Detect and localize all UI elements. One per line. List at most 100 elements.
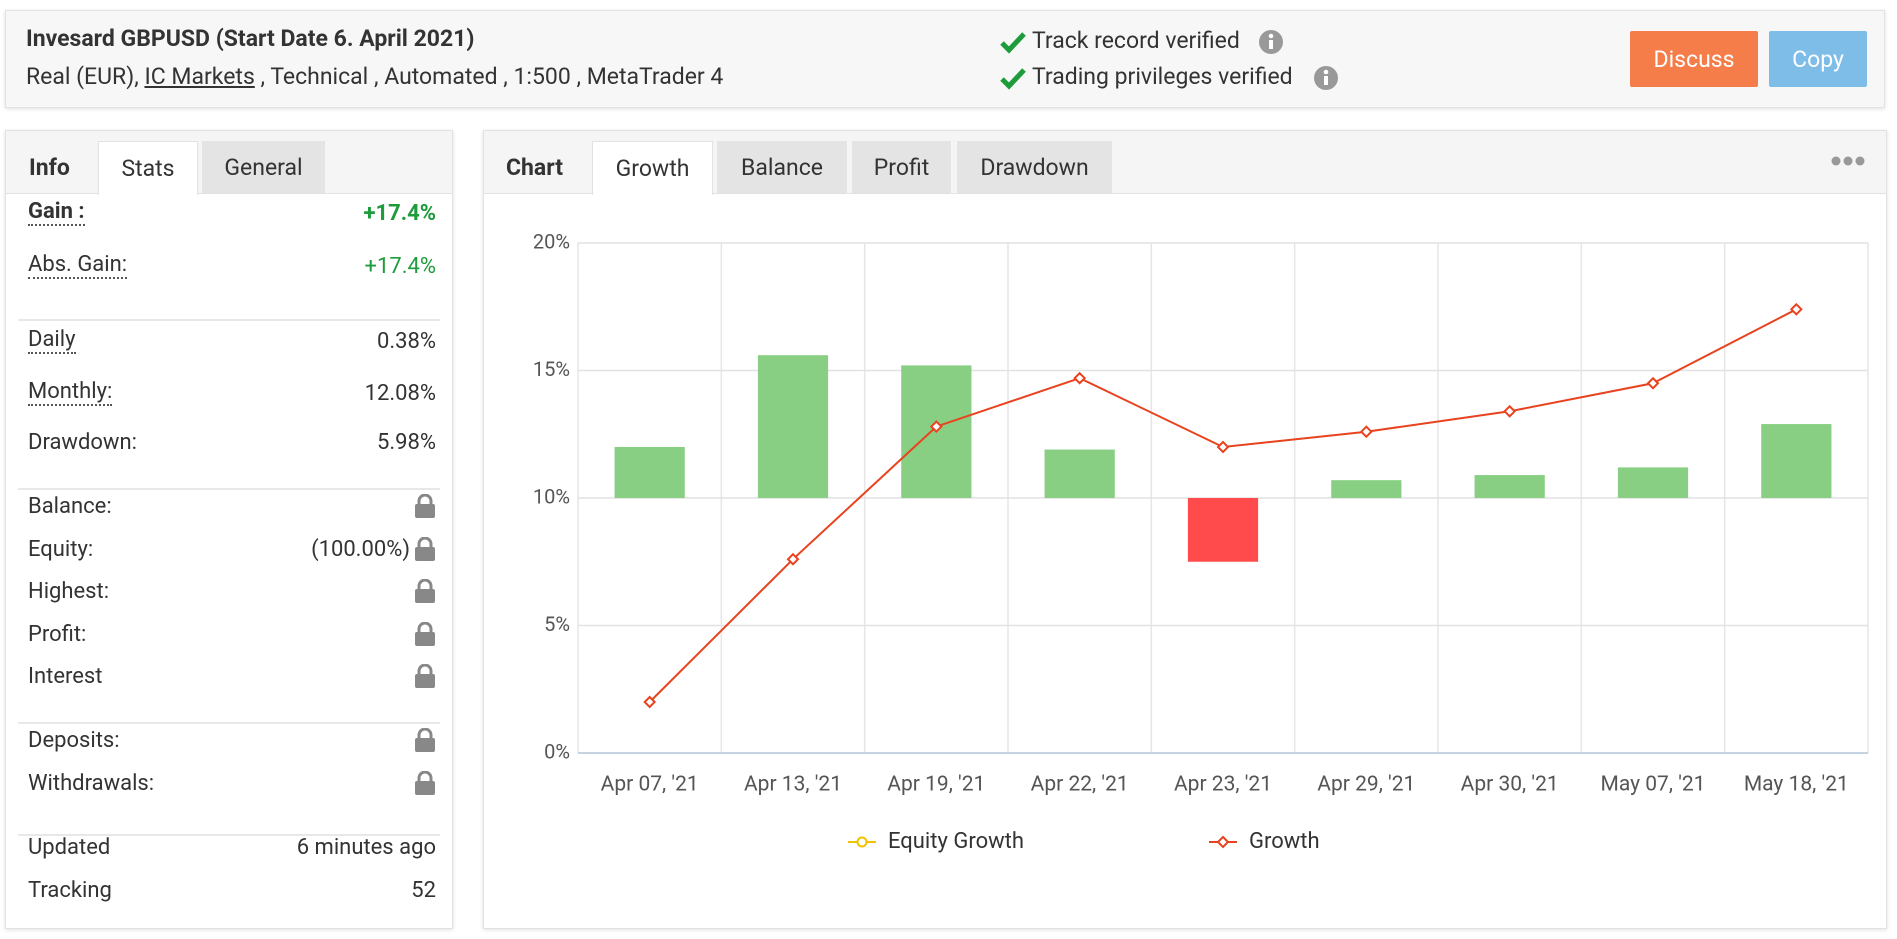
- stat-row: Gain : +17.4%: [28, 198, 436, 228]
- info-panel: Info Stats General Gain : +17.4% Abs. Gain:…: [5, 130, 453, 929]
- stat-value-group: 52: [411, 878, 436, 903]
- x-tick-label: Apr 23, '21: [1174, 773, 1272, 797]
- point: [1073, 371, 1087, 385]
- stat-label: Drawdown:: [28, 429, 137, 455]
- stat-label: Interest: [28, 663, 103, 689]
- bar: [1187, 498, 1259, 562]
- more-menu[interactable]: [1830, 155, 1866, 167]
- bar: [1044, 449, 1115, 498]
- point: [1646, 376, 1660, 390]
- stat-row: Withdrawals:: [28, 768, 436, 798]
- stat-value-group: 6 minutes ago: [297, 835, 436, 860]
- tab[interactable]: Drawdown: [957, 141, 1112, 193]
- stat-value-group: 0.38%: [377, 329, 436, 354]
- info-icon[interactable]: [1313, 65, 1339, 91]
- x-tick-label: Apr 30, '21: [1461, 773, 1559, 797]
- stat-row: Equity: (100.00%): [28, 534, 436, 564]
- stat-label: Monthly:: [28, 379, 113, 406]
- point: [1789, 302, 1803, 316]
- stat-label: Gain :: [28, 199, 85, 226]
- legend-marker: [1216, 835, 1230, 849]
- point: [1216, 440, 1230, 454]
- x-tick-label: Apr 19, '21: [887, 773, 985, 797]
- title: Invesard GBPUSD (Start Date 6. April 202…: [26, 25, 475, 52]
- tab[interactable]: General: [202, 141, 325, 193]
- stat-value-group: 12.08%: [365, 381, 436, 406]
- chart: 0% 5% 10% 15% 20% Apr 07, '21 Apr 13, '21 Apr 1…: [533, 229, 1869, 854]
- separator: [18, 319, 440, 321]
- check-icon: [1000, 32, 1026, 54]
- legend-label[interactable]: Growth: [1249, 829, 1320, 854]
- stat-label: Updated: [28, 834, 111, 860]
- stat-row: Highest:: [28, 576, 436, 606]
- stat-row: Deposits:: [28, 725, 436, 755]
- stat-value-group: [414, 621, 436, 646]
- stat-row: Tracking 52: [28, 875, 436, 905]
- lock-icon: [414, 727, 436, 752]
- stat-label: Tracking: [28, 877, 112, 903]
- stat-label: Profit:: [28, 621, 87, 647]
- lock-icon: [414, 578, 436, 603]
- legend-marker: [856, 836, 868, 848]
- stat-label: Highest:: [28, 578, 110, 604]
- point: [786, 552, 800, 566]
- tab[interactable]: Balance: [717, 141, 847, 193]
- stat-label: Balance:: [28, 493, 112, 519]
- stat-row: Abs. Gain: +17.4%: [28, 251, 436, 281]
- stat-row: Profit:: [28, 619, 436, 649]
- tab[interactable]: Growth: [592, 141, 713, 195]
- point: [1359, 425, 1373, 439]
- verification: Trading privileges verified: [1032, 63, 1293, 90]
- stat-value: 5.98%: [376, 429, 436, 455]
- stat-label: Deposits:: [28, 727, 120, 753]
- header: Invesard GBPUSD (Start Date 6. April 202…: [5, 10, 1885, 108]
- stat-value-group: [414, 578, 436, 603]
- separator: [18, 834, 440, 836]
- stat-value-group: +17.4%: [365, 254, 437, 279]
- stat-value-group: 5.98%: [377, 430, 436, 455]
- tab-bar: Info Stats General: [6, 131, 452, 195]
- stat-value: +17.4%: [364, 253, 437, 279]
- subtitle-end: , Technical , Automated , 1:500 , MetaTr…: [260, 63, 724, 90]
- x-tick-label: May 07, '21: [1601, 773, 1706, 797]
- stat-row: Interest: [28, 661, 436, 691]
- y-tick-label: 20%: [533, 229, 570, 253]
- stat-label: Daily: [28, 327, 76, 354]
- stat-value-group: [414, 727, 436, 752]
- x-tick-label: Apr 13, '21: [744, 773, 842, 797]
- stat-value-group: [414, 663, 436, 688]
- legend-label[interactable]: Equity Growth: [888, 829, 1024, 854]
- tab[interactable]: Profit: [852, 141, 951, 193]
- subtitle: Real (EUR), IC Markets , Technical , Aut…: [26, 63, 723, 90]
- stat-value: +17.4%: [363, 200, 437, 226]
- separator: [18, 722, 440, 724]
- x-tick-label: Apr 07, '21: [601, 773, 699, 797]
- lock-icon: [414, 493, 436, 518]
- bar: [1331, 480, 1402, 498]
- stat-value: 0.38%: [376, 328, 436, 354]
- discuss-button[interactable]: Discuss: [1630, 31, 1758, 87]
- stat-value-group: (100.00%): [311, 537, 436, 562]
- lock-icon: [414, 770, 436, 795]
- info-icon[interactable]: [1258, 29, 1284, 55]
- lock-icon: [414, 663, 436, 688]
- stat-label: Withdrawals:: [28, 770, 155, 796]
- point: [643, 695, 657, 709]
- broker-link[interactable]: IC Markets: [144, 63, 255, 90]
- x-tick-label: Apr 22, '21: [1031, 773, 1129, 797]
- tab-bar: Chart Growth Balance Profit Drawdown: [484, 131, 1886, 195]
- chart-panel: Chart Growth Balance Profit Drawdown 0% 5% 10…: [483, 130, 1887, 929]
- bar: [1474, 475, 1545, 498]
- copy-button[interactable]: Copy: [1769, 31, 1867, 87]
- stat-value: 52: [411, 877, 436, 903]
- bar: [757, 355, 829, 498]
- stat-value: (100.00%): [311, 536, 410, 562]
- stat-row: Drawdown: 5.98%: [28, 427, 436, 457]
- bar: [614, 447, 685, 498]
- stat-row: Monthly: 12.08%: [28, 378, 436, 408]
- stat-label: Abs. Gain:: [28, 252, 128, 279]
- y-tick-label: 10%: [533, 484, 570, 508]
- stat-row: Updated 6 minutes ago: [28, 832, 436, 862]
- tab[interactable]: Stats: [98, 141, 198, 195]
